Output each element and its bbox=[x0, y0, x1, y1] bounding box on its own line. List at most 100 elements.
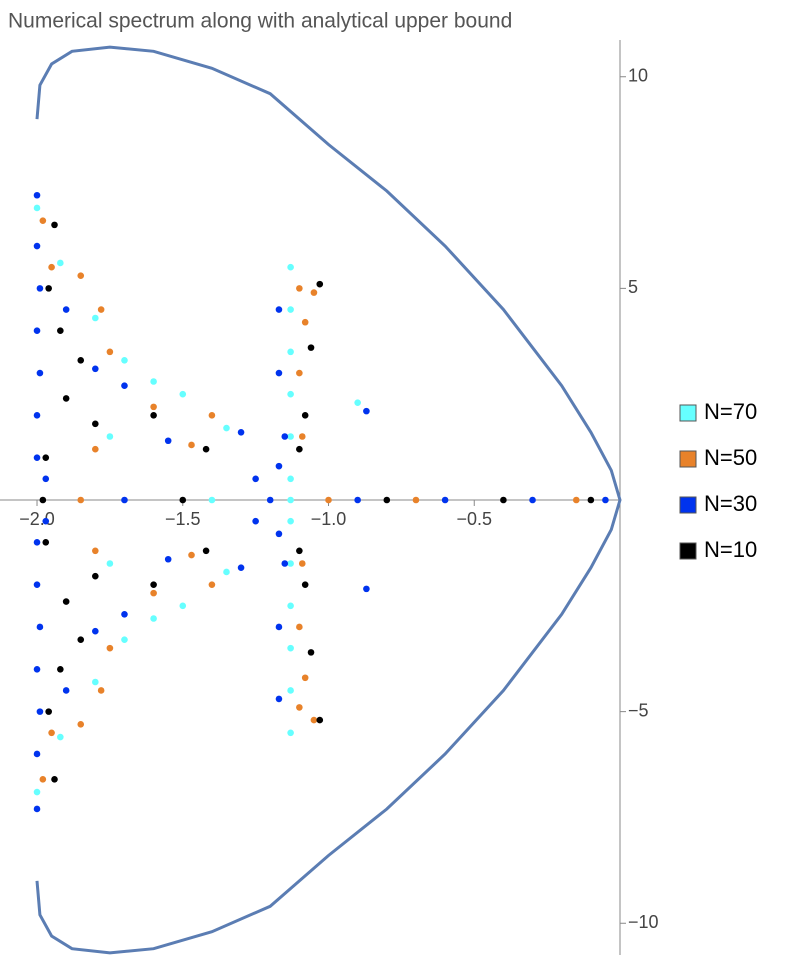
point bbox=[33, 788, 41, 796]
point bbox=[33, 666, 41, 673]
point bbox=[529, 496, 536, 504]
point bbox=[97, 306, 105, 313]
point bbox=[188, 551, 195, 559]
point bbox=[301, 412, 309, 419]
legend-swatch bbox=[679, 404, 697, 422]
point bbox=[150, 403, 157, 411]
point bbox=[412, 496, 420, 504]
point bbox=[62, 306, 70, 313]
point bbox=[275, 369, 283, 377]
point bbox=[57, 666, 64, 673]
point bbox=[287, 263, 294, 271]
point bbox=[287, 348, 294, 356]
point bbox=[287, 475, 294, 483]
point bbox=[45, 708, 52, 715]
point bbox=[208, 412, 216, 419]
point bbox=[202, 445, 210, 453]
point bbox=[287, 390, 294, 398]
legend-swatch bbox=[679, 496, 697, 514]
point bbox=[287, 729, 294, 737]
point bbox=[77, 272, 85, 279]
point bbox=[57, 327, 64, 334]
point bbox=[92, 547, 99, 555]
point bbox=[92, 445, 99, 453]
legend-label: N=70 bbox=[704, 399, 757, 424]
point bbox=[237, 428, 245, 436]
point bbox=[77, 721, 85, 728]
point bbox=[62, 687, 70, 694]
point bbox=[42, 475, 50, 483]
point bbox=[275, 623, 283, 631]
x-tick-label: −1.0 bbox=[311, 509, 347, 529]
point bbox=[287, 602, 294, 610]
point bbox=[252, 517, 259, 525]
point bbox=[57, 733, 64, 741]
point bbox=[33, 750, 41, 758]
point bbox=[92, 627, 99, 635]
point bbox=[298, 433, 306, 440]
point bbox=[33, 327, 41, 334]
point bbox=[33, 454, 41, 461]
point bbox=[287, 517, 294, 525]
point bbox=[266, 496, 274, 504]
point bbox=[587, 496, 595, 504]
point bbox=[33, 805, 41, 813]
point bbox=[39, 776, 47, 783]
point bbox=[121, 382, 128, 390]
point bbox=[36, 623, 44, 631]
point bbox=[57, 259, 64, 267]
y-tick-label: −5 bbox=[628, 700, 649, 720]
point bbox=[287, 306, 294, 313]
point bbox=[92, 314, 99, 322]
point bbox=[287, 433, 294, 440]
point bbox=[301, 318, 309, 326]
point bbox=[281, 433, 289, 440]
point bbox=[275, 695, 283, 703]
point bbox=[42, 539, 50, 546]
point bbox=[602, 496, 609, 504]
point bbox=[275, 530, 283, 538]
point bbox=[310, 716, 318, 724]
point bbox=[48, 729, 55, 737]
point bbox=[77, 636, 85, 643]
point bbox=[51, 221, 58, 229]
point bbox=[36, 285, 44, 292]
point bbox=[363, 407, 370, 415]
point bbox=[92, 420, 99, 428]
point bbox=[296, 445, 303, 453]
point bbox=[363, 585, 370, 593]
y-tick-label: 10 bbox=[628, 65, 648, 85]
y-tick-label: −10 bbox=[628, 912, 659, 932]
point bbox=[77, 357, 85, 364]
point bbox=[179, 496, 187, 504]
point bbox=[33, 204, 41, 212]
point bbox=[33, 191, 41, 199]
point bbox=[237, 564, 245, 572]
point bbox=[354, 399, 361, 406]
point bbox=[150, 378, 157, 385]
point bbox=[92, 572, 99, 580]
legend-label: N=30 bbox=[704, 491, 757, 516]
bound-curve bbox=[35, 45, 622, 955]
point bbox=[179, 602, 187, 610]
point bbox=[48, 263, 55, 271]
legend-label: N=10 bbox=[704, 537, 757, 562]
point bbox=[121, 357, 128, 364]
point bbox=[287, 644, 294, 652]
point bbox=[208, 496, 216, 504]
point bbox=[296, 704, 303, 711]
point bbox=[307, 344, 315, 351]
point bbox=[42, 517, 50, 525]
x-tick-label: −1.5 bbox=[165, 509, 201, 529]
legend-swatch bbox=[679, 542, 697, 560]
point bbox=[36, 708, 44, 715]
point bbox=[301, 674, 309, 682]
point bbox=[316, 280, 324, 288]
point bbox=[301, 581, 309, 588]
point bbox=[51, 776, 58, 783]
point bbox=[121, 610, 128, 618]
point bbox=[164, 555, 172, 563]
point bbox=[296, 369, 303, 377]
point bbox=[354, 496, 361, 504]
point bbox=[441, 496, 449, 504]
